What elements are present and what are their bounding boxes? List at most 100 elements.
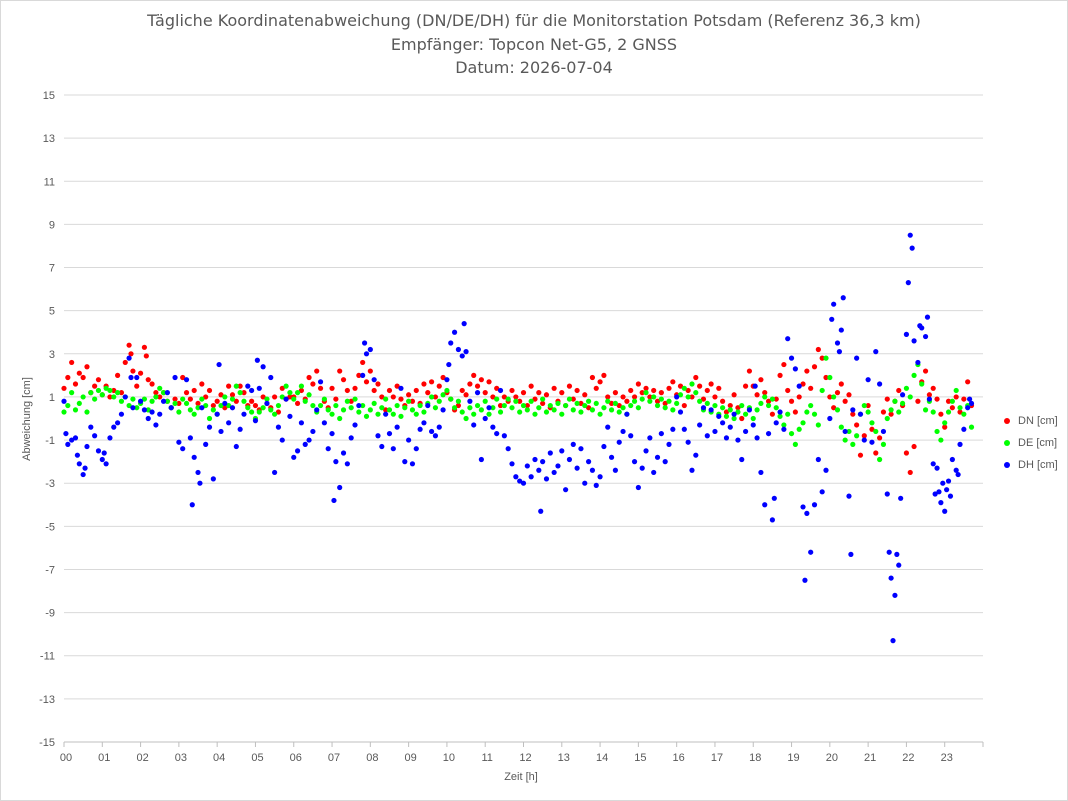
point-dh xyxy=(429,428,435,435)
point-dh xyxy=(302,441,308,447)
point-dn xyxy=(800,381,806,387)
point-dn xyxy=(815,346,821,353)
x-tick-label: 13 xyxy=(558,752,570,764)
point-dh xyxy=(827,415,833,422)
point-de xyxy=(769,396,775,402)
point-de xyxy=(704,400,710,407)
legend-label-de: DE [cm] xyxy=(1018,437,1058,449)
point-dh xyxy=(61,398,67,404)
point-de xyxy=(945,409,952,415)
point-dn xyxy=(501,394,507,400)
point-dh xyxy=(811,502,818,508)
point-dh xyxy=(647,435,653,441)
point-de xyxy=(850,441,856,447)
point-dh xyxy=(199,405,205,411)
point-dn xyxy=(608,400,615,407)
point-dh xyxy=(126,355,132,361)
point-dn xyxy=(574,387,580,394)
point-dn xyxy=(697,383,703,389)
x-tick-label: 18 xyxy=(749,752,761,764)
point-de xyxy=(578,409,584,415)
point-de xyxy=(922,407,929,413)
y-tick-label: -9 xyxy=(45,608,55,620)
point-dn xyxy=(471,372,477,378)
point-dh xyxy=(773,420,779,426)
x-tick-label: 08 xyxy=(366,752,378,764)
point-dh xyxy=(932,491,938,497)
point-dn xyxy=(850,411,856,417)
point-dh xyxy=(245,383,251,389)
point-de xyxy=(191,411,197,417)
point-dn xyxy=(903,450,910,456)
point-de xyxy=(226,402,232,409)
point-de xyxy=(325,407,331,413)
point-dn xyxy=(869,426,875,432)
point-dh xyxy=(735,437,741,443)
point-de xyxy=(130,396,136,402)
point-dh xyxy=(754,435,760,441)
point-dn xyxy=(758,377,764,383)
point-dh xyxy=(693,452,699,458)
point-dn xyxy=(459,387,465,394)
point-de xyxy=(107,387,113,394)
point-dn xyxy=(233,398,239,404)
point-de xyxy=(811,411,818,417)
point-dh xyxy=(187,435,193,441)
point-dh xyxy=(268,374,274,381)
point-dn xyxy=(700,396,707,402)
point-de xyxy=(697,398,703,404)
point-dn xyxy=(938,411,944,417)
point-dh xyxy=(99,456,105,463)
point-dn xyxy=(838,381,844,387)
point-de xyxy=(896,409,902,415)
point-dh xyxy=(955,471,961,478)
point-dh xyxy=(497,387,504,394)
point-dh xyxy=(892,592,898,598)
point-dn xyxy=(241,390,247,396)
point-dn xyxy=(532,396,538,402)
point-dh xyxy=(494,430,500,437)
y-tick-label: 7 xyxy=(49,263,55,275)
point-dn xyxy=(540,400,546,407)
point-de xyxy=(429,394,435,400)
point-dh xyxy=(226,420,232,426)
point-de xyxy=(134,405,140,411)
point-dh xyxy=(712,428,718,435)
point-de xyxy=(785,411,791,417)
point-dh xyxy=(915,359,921,366)
point-de xyxy=(275,402,282,409)
point-dh xyxy=(394,424,400,430)
point-de xyxy=(651,394,657,400)
point-dh xyxy=(589,467,596,473)
point-dn xyxy=(333,396,339,402)
point-dn xyxy=(796,394,802,400)
point-dn xyxy=(199,381,205,387)
point-dh xyxy=(451,329,458,335)
point-dn xyxy=(631,394,638,400)
point-de xyxy=(765,402,772,409)
point-dh xyxy=(340,450,347,456)
point-dn xyxy=(134,383,140,389)
point-dh xyxy=(168,405,174,411)
point-dh xyxy=(886,549,892,555)
point-dh xyxy=(574,465,580,471)
point-de xyxy=(383,396,389,402)
point-dn xyxy=(861,433,867,439)
point-dn xyxy=(463,392,469,398)
point-dh xyxy=(934,465,940,471)
point-dn xyxy=(624,398,630,404)
point-de xyxy=(953,387,959,394)
point-de xyxy=(930,409,936,415)
point-de xyxy=(141,396,148,402)
point-dn xyxy=(785,387,791,394)
point-dh xyxy=(329,430,335,437)
point-dh xyxy=(731,411,737,417)
point-dn xyxy=(298,387,305,394)
point-dh xyxy=(936,489,942,495)
point-dn xyxy=(582,392,588,398)
y-tick-label: -5 xyxy=(45,521,55,533)
point-dn xyxy=(390,394,396,400)
point-dn xyxy=(229,392,236,398)
point-dh xyxy=(942,508,948,514)
point-de xyxy=(199,396,205,402)
